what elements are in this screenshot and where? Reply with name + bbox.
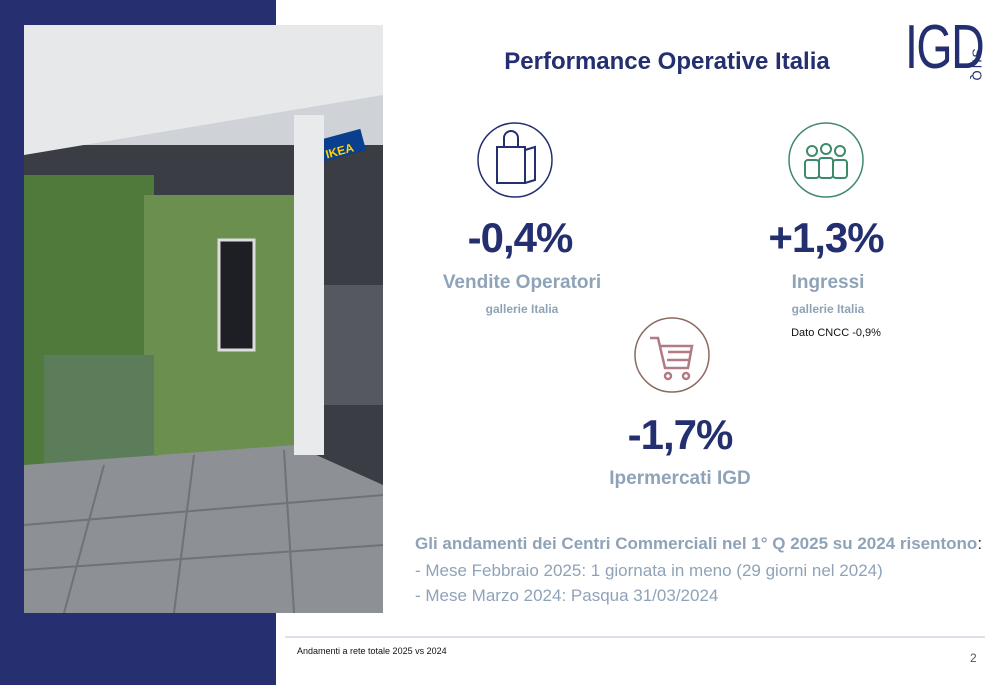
store-photo: IKEA [24,25,383,613]
metric-sub: gallerie Italia [485,302,559,316]
footer-note: Andamenti a rete totale 2025 vs 2024 [297,646,447,656]
metric-value: -1,7% [627,411,734,458]
page-number: 2 [970,651,977,665]
notes-heading: Gli andamenti dei Centri Commerciali nel… [415,534,982,554]
metric-value: -0,4% [467,214,574,261]
logo: IGD [905,13,985,82]
metric-label: Vendite Operatori [442,272,602,293]
note-line: - Mese Marzo 2024: Pasqua 31/03/2024 [415,586,719,605]
metric-label: Ipermercati IGD [609,468,751,489]
metric-sub: gallerie Italia [791,302,865,316]
metric-label: Ingressi [791,272,865,293]
metric-value: +1,3% [768,214,884,261]
metric-note: Dato CNCC -0,9% [791,327,881,339]
heading-end: : [977,534,983,553]
heading-text: Gli andamenti dei Centri Commerciali nel… [415,534,978,553]
title: Performance Operative Italia [504,48,830,75]
note-line: - Mese Febbraio 2025: 1 giornata in meno… [415,561,883,580]
